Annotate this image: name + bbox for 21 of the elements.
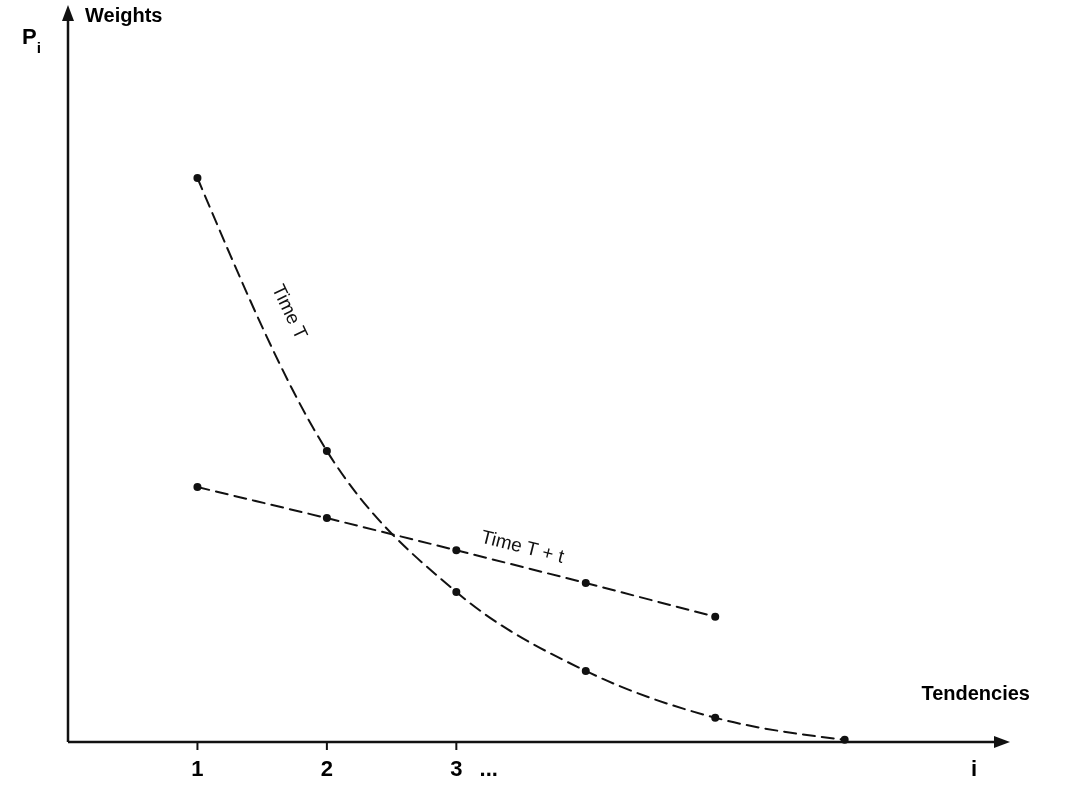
point [322, 446, 331, 455]
point [193, 174, 202, 182]
x-tick-label: 3 [450, 756, 463, 781]
point [581, 666, 590, 675]
text: P$_{i}$ [22, 24, 41, 56]
point [711, 612, 720, 621]
point [452, 546, 461, 555]
x-tick-label: 2 [320, 756, 334, 781]
point [193, 483, 202, 492]
point [581, 578, 590, 587]
text: Time T [268, 280, 313, 343]
x-tick-label: 1 [191, 756, 204, 781]
point [322, 514, 331, 523]
x-tick-label: i [971, 756, 978, 781]
point [452, 587, 461, 596]
point [711, 713, 720, 722]
text: Weights [85, 4, 163, 26]
annotation: Tendencies [921, 682, 1030, 704]
text: Time T + t [479, 525, 567, 568]
x-tick-label: ... [479, 756, 498, 781]
point [840, 735, 849, 744]
